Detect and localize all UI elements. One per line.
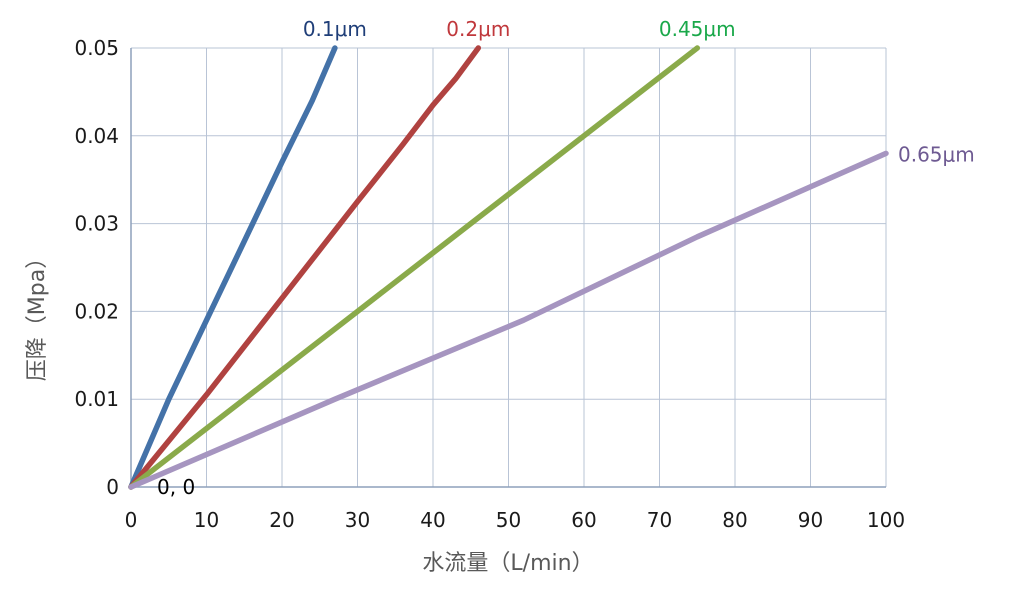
series-line xyxy=(128,150,889,490)
x-tick-label: 50 xyxy=(496,508,521,532)
x-tick-label: 100 xyxy=(867,508,905,532)
x-axis-title: 水流量（L/min） xyxy=(422,551,593,576)
x-tick-label: 70 xyxy=(647,508,672,532)
series-lines xyxy=(128,45,889,490)
y-tick-label: 0.01 xyxy=(74,387,119,411)
x-tick-label: 20 xyxy=(269,508,294,532)
y-tick-label: 0.05 xyxy=(74,36,119,60)
series-line xyxy=(128,45,482,490)
y-tick-label: 0.03 xyxy=(74,212,119,236)
y-tick-label: 0.02 xyxy=(74,299,119,323)
tick-labels: 0 10 20 30 40 50 60 70 80 90 100 0 0.01 0.02 0.03 0.04 0… xyxy=(74,36,905,532)
x-tick-label: 90 xyxy=(798,508,823,532)
series-label: 0.1μm xyxy=(303,17,367,41)
series-line xyxy=(128,45,701,490)
series-label: 0.45μm xyxy=(659,17,736,41)
x-tick-label: 30 xyxy=(345,508,370,532)
x-tick-label: 10 xyxy=(194,508,219,532)
series-line xyxy=(128,45,338,490)
y-tick-label: 0.04 xyxy=(74,124,119,148)
x-tick-label: 40 xyxy=(420,508,445,532)
x-tick-label: 80 xyxy=(722,508,747,532)
series-label: 0.65μm xyxy=(898,142,975,166)
series-label: 0.2μm xyxy=(446,17,510,41)
y-tick-label: 0 xyxy=(106,475,119,499)
y-axis-title: 压降（Mpa） xyxy=(25,247,50,381)
series-labels: 0.1μm 0.2μm 0.45μm 0.65μm xyxy=(303,17,975,166)
x-tick-label: 0 xyxy=(125,508,138,532)
x-tick-label: 60 xyxy=(571,508,596,532)
grid-lines xyxy=(130,47,887,488)
origin-annotation: 0, 0 xyxy=(157,475,195,499)
